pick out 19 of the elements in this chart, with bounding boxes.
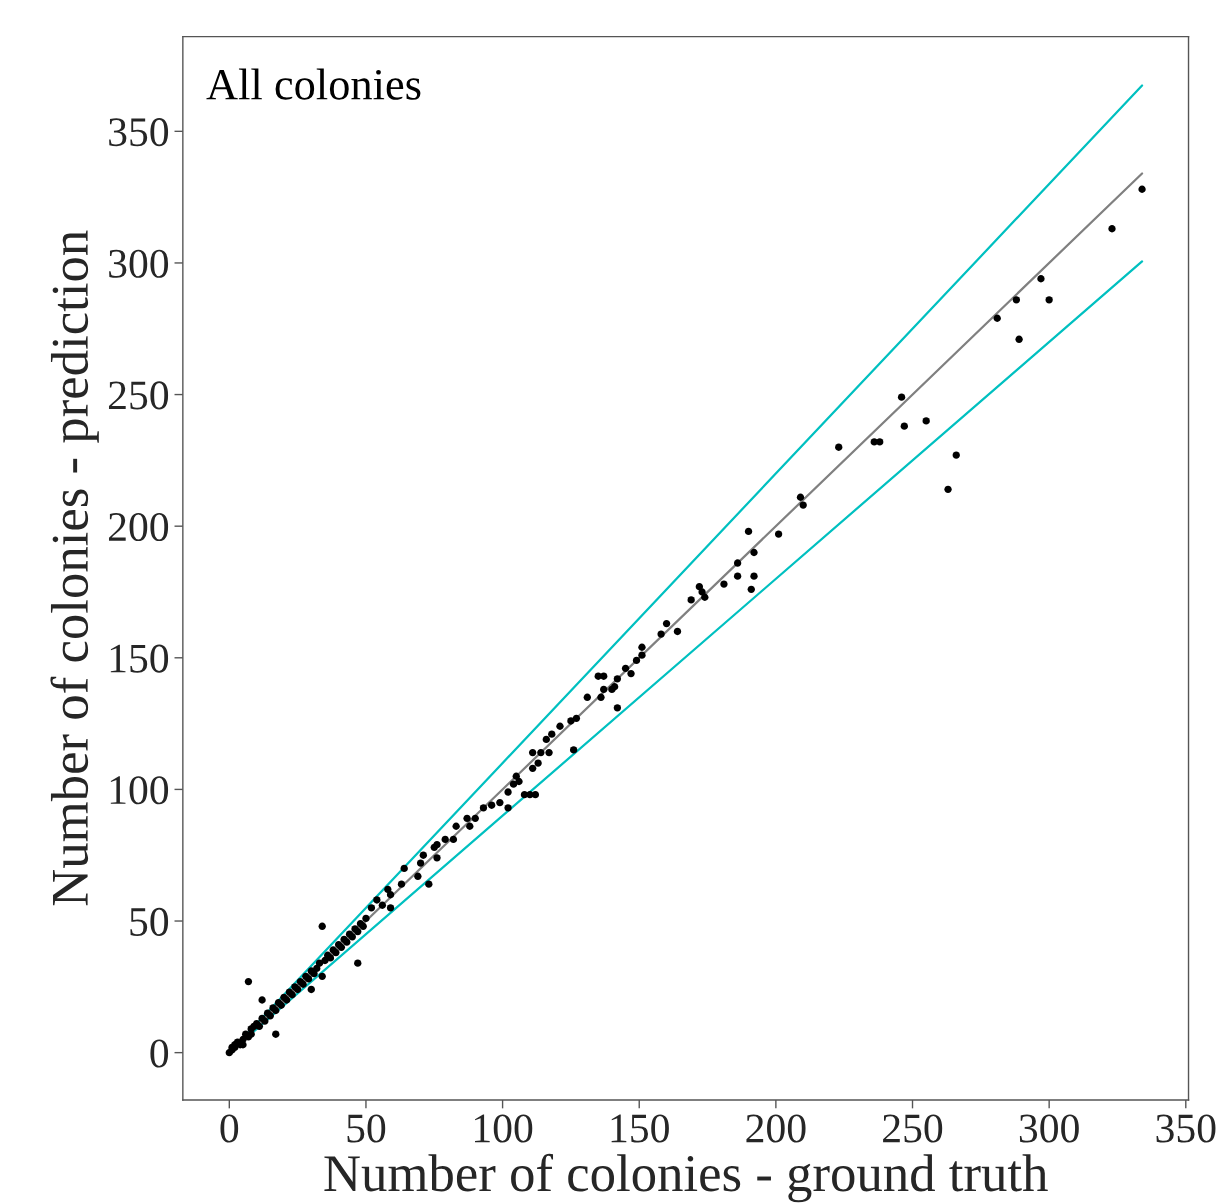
y-tick-label: 350	[109, 118, 169, 147]
y-tick-label: 200	[108, 512, 169, 542]
x-tick-label: 300	[1019, 1114, 1079, 1143]
y-axis-title: Number of colonies - prediction	[50, 230, 99, 906]
x-tick-label: 200	[746, 1114, 806, 1143]
y-tick-label: 150	[110, 644, 169, 673]
y-tick-label: 250	[108, 381, 169, 410]
x-axis-title: Number of colonies - ground truth	[324, 1153, 1048, 1203]
x-tick-label: 250	[883, 1114, 943, 1143]
x-tick-label: 100	[475, 1114, 533, 1143]
y-tick-label: 100	[110, 776, 169, 805]
x-tick-label: 350	[1156, 1114, 1216, 1143]
x-tick-label: 150	[611, 1114, 669, 1143]
y-tick-label: 50	[130, 907, 169, 936]
x-tick-label: 0	[220, 1114, 239, 1143]
y-tick-label: 300	[109, 249, 169, 278]
annotation: All colonies	[206, 68, 421, 100]
y-tick-label: 0	[150, 1039, 169, 1068]
x-tick-label: 50	[347, 1114, 386, 1143]
